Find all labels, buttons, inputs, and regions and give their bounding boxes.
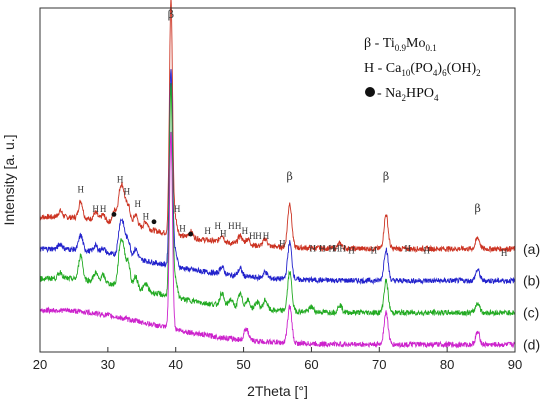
legend-formula-part: (OH) <box>447 61 477 76</box>
beta-peak-label: β <box>168 8 174 21</box>
series-line-b <box>39 69 516 285</box>
h-peak-label: H <box>179 224 186 234</box>
legend-formula-part: 4 <box>433 68 438 78</box>
h-peak-label: H <box>100 204 107 214</box>
x-tick-label: 50 <box>236 357 250 372</box>
series-labels: (a) (b) (c) (d) <box>523 241 540 353</box>
x-tick-label: 60 <box>304 357 318 372</box>
legend-symbol: β <box>364 36 371 51</box>
h-peak-label: H <box>424 246 431 256</box>
h-peak-label: H <box>174 204 181 214</box>
h-peak-label: H <box>92 204 99 214</box>
h-peak-label: H <box>371 246 378 256</box>
x-tick-label: 20 <box>33 357 47 372</box>
h-peak-label: H <box>348 246 355 256</box>
x-axis-title: 2Theta [°] <box>247 383 308 399</box>
series-line-d <box>39 131 516 349</box>
series-label: (a) <box>523 241 540 257</box>
legend-formula-part: 10 <box>401 68 411 78</box>
legend-formula-part: (PO <box>410 61 433 76</box>
beta-peak-label: β <box>383 170 389 183</box>
legend-formula-part: 6 <box>442 68 447 78</box>
legend-formula-part: ) <box>437 61 442 76</box>
legend-entry: H - Ca10(PO4)6(OH)2 <box>364 61 481 78</box>
h-peak-label: H <box>405 243 412 253</box>
x-tick-label: 30 <box>101 357 115 372</box>
series-line-c <box>39 83 516 317</box>
h-peak-label: H <box>339 243 346 253</box>
na2hpo4-marker <box>188 231 194 237</box>
h-peak-label: H <box>329 243 336 253</box>
legend-entry: β - Ti0.9Mo0.1 <box>364 36 437 53</box>
legend-separator: - <box>371 36 383 51</box>
legend-dot-icon <box>365 87 375 97</box>
legend-separator: - <box>377 86 385 101</box>
beta-peak-label: β <box>287 170 293 183</box>
h-peak-label: H <box>263 231 270 241</box>
h-peak-label: H <box>215 221 222 231</box>
legend-formula-part: 0.1 <box>425 43 436 53</box>
legend-formula-part: 4 <box>434 93 439 103</box>
series-label: (d) <box>523 337 540 353</box>
x-tick-label: 90 <box>508 357 522 372</box>
h-peak-label: H <box>279 238 286 248</box>
legend-formula-part: Mo <box>406 36 425 51</box>
series-line-a <box>39 0 516 254</box>
na2hpo4-marker <box>151 219 157 225</box>
legend: β - Ti0.9Mo0.1H - Ca10(PO4)6(OH)2 - Na2H… <box>364 36 481 103</box>
legend-formula-part: Ca <box>386 61 402 76</box>
h-peak-label: H <box>319 243 326 253</box>
legend-formula-part: Ti <box>383 36 395 51</box>
h-peak-label: H <box>228 221 235 231</box>
h-peak-label: H <box>204 226 211 236</box>
h-peak-label: H <box>220 229 227 239</box>
h-peak-label: H <box>501 248 508 258</box>
legend-symbol: H <box>364 61 374 76</box>
x-tick-label: 80 <box>440 357 454 372</box>
beta-peak-label: β <box>474 202 480 215</box>
h-peak-label: H <box>255 231 262 241</box>
h-peak-label: H <box>77 184 84 194</box>
h-peak-label: H <box>333 243 340 253</box>
x-tick-label: 70 <box>372 357 386 372</box>
series-label: (b) <box>523 273 540 289</box>
x-tick-label: 40 <box>168 357 182 372</box>
series-layer <box>39 0 516 349</box>
h-peak-label: H <box>310 243 317 253</box>
legend-formula-part: 2 <box>476 68 481 78</box>
na2hpo4-marker <box>111 212 117 217</box>
plot-frame <box>39 7 516 353</box>
series-label: (c) <box>523 305 539 321</box>
legend-formula-part: 0.9 <box>395 43 407 53</box>
y-axis-title: Intensity [a. u.] <box>1 134 17 225</box>
h-peak-label: H <box>235 221 242 231</box>
h-peak-label: H <box>124 187 131 197</box>
x-axis: 20 30 40 50 60 70 80 90 <box>33 347 522 372</box>
legend-separator: - <box>374 61 386 76</box>
legend-formula-part: HPO <box>406 86 434 101</box>
h-peak-label: H <box>117 174 124 184</box>
h-peak-label: H <box>242 226 249 236</box>
h-peak-label: H <box>134 199 141 209</box>
legend-entry: - Na2HPO4 <box>377 86 439 103</box>
legend-formula-part: Na <box>385 86 402 101</box>
h-peak-label: H <box>143 211 150 221</box>
legend-formula-part: 2 <box>402 93 407 103</box>
h-peak-label: H <box>249 231 256 241</box>
